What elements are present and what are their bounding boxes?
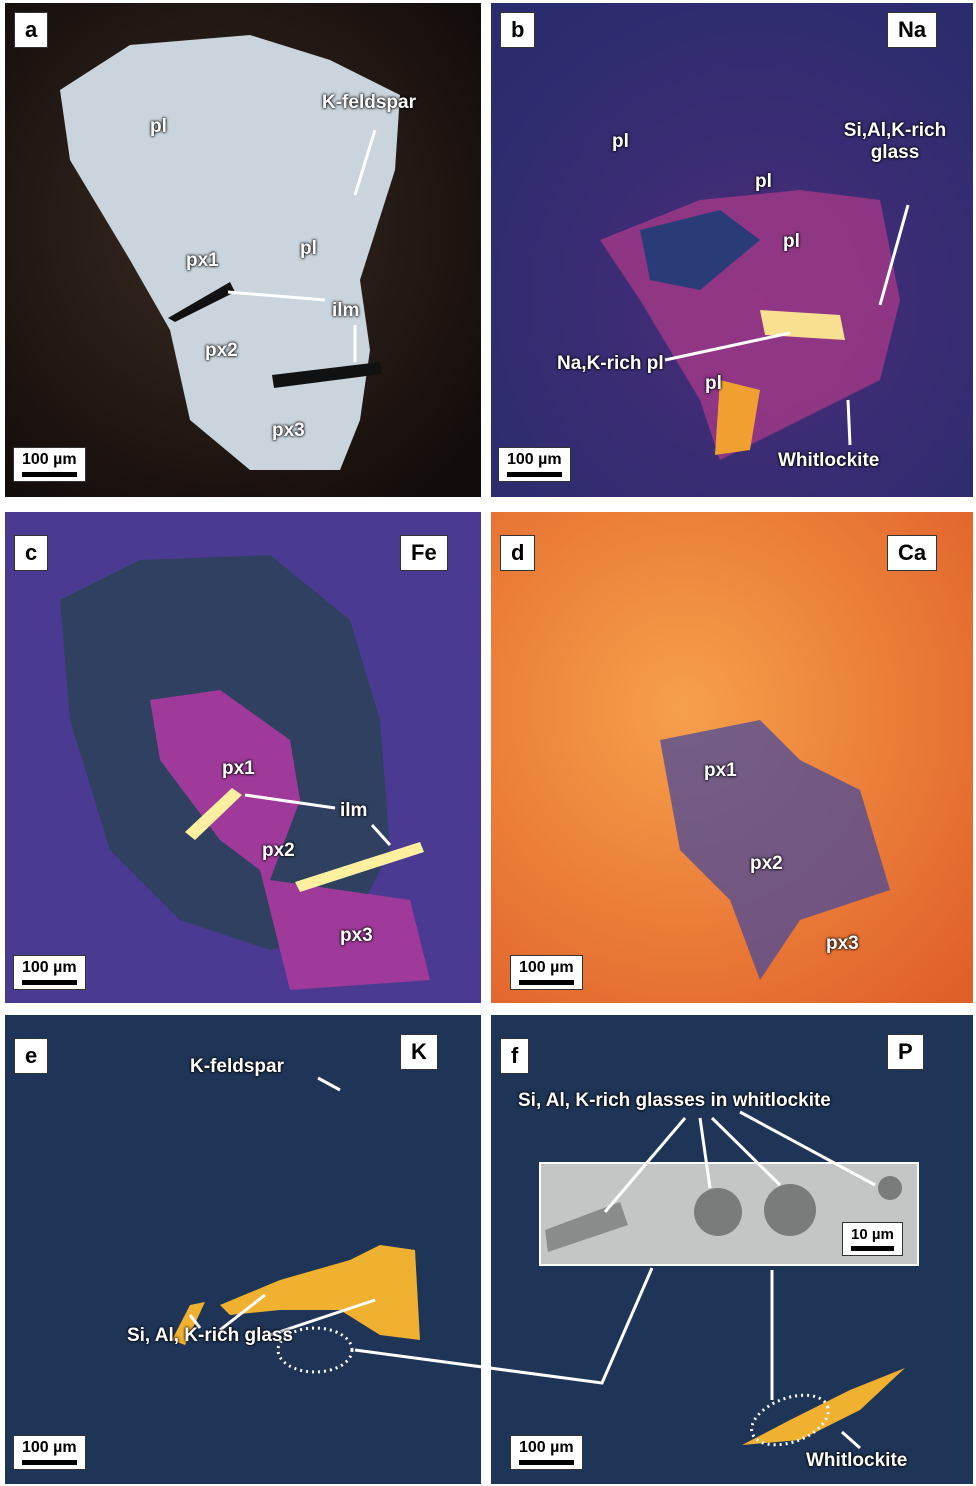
pyroxene [150,690,430,990]
label: K-feldspar [322,92,416,113]
scale-bar: 100 µm [510,1435,583,1470]
arrow [227,290,326,302]
element-label: Ca [887,535,938,571]
label: px1 [704,760,737,781]
panel-letter: d [500,535,536,571]
label: pl [150,116,167,137]
k-rich-glass [220,1245,420,1340]
panel-letter: b [500,12,536,48]
arrow [846,399,852,446]
label: Si, Al, K-rich glass [126,1325,294,1346]
label: Na,K-rich pl [557,353,664,374]
ilmenite [168,282,235,322]
label: px1 [222,758,255,779]
low-ca-zone [660,720,890,980]
element-label: Fe [400,535,448,571]
highlight-ellipse [750,1393,830,1447]
element-label: P [887,1034,924,1070]
label: px2 [262,840,295,861]
scale-bar: 100 µm [13,1435,86,1470]
scale-bar: 100 µm [13,447,86,482]
label: px2 [205,340,238,361]
arrow [354,1267,654,1385]
ilmenite [272,362,382,388]
ilmenite [185,788,242,840]
arrow [603,1117,687,1213]
label: Whitlockite [806,1450,908,1471]
arrow [188,1314,202,1329]
whitlockite [742,1368,905,1445]
dark-zone [640,210,760,290]
panel-letter: c [14,535,49,571]
label: pl [705,373,722,394]
na-rich [715,380,760,455]
scale-bar: 100 µm [498,447,571,482]
plagioclase-crystal [60,35,400,470]
arrow [878,204,910,306]
k-rich-glass [172,1302,205,1345]
arrow [841,1430,861,1450]
scale-bar: 100 µm [510,955,583,990]
glass-inclusion [694,1188,742,1236]
glass-inclusion [764,1184,816,1236]
na-rich [760,310,845,340]
arrow [710,1116,782,1187]
scale-bar: 100 µm [13,955,86,990]
label: K-feldspar [190,1056,284,1077]
label: pl [755,171,772,192]
label: ilm [340,800,368,821]
label: ilm [332,300,360,321]
label: px3 [826,933,859,954]
glass-inclusion [878,1176,902,1200]
label: px2 [750,853,783,874]
label: Si,Al,K-rich glass [843,120,947,163]
label: px3 [340,925,373,946]
arrow [269,1298,376,1337]
arrow [370,823,392,847]
arrow [664,331,791,362]
highlight-ellipse [276,1326,354,1374]
label: Si, Al, K-rich glasses in whitlockite [518,1090,831,1111]
panel-letter: a [14,12,49,48]
arrow [317,1076,341,1092]
arrows [188,129,910,1450]
label: pl [783,231,800,252]
arrow [219,1293,266,1332]
element-label: Na [887,12,938,48]
panel-letter: e [14,1038,49,1074]
label: Whitlockite [778,450,880,471]
label: pl [300,238,317,259]
inset-scale-bar: 10 µm [842,1222,903,1256]
label: pl [612,131,629,152]
arrow [739,1110,876,1187]
ilmenite [295,842,424,892]
panel-letter: f [500,1038,530,1074]
label: px3 [272,420,305,441]
label: px1 [186,250,219,271]
arrow [698,1117,712,1189]
arrow [244,793,336,810]
glass-inclusion [545,1202,628,1252]
arrow [353,129,377,196]
element-label: K [400,1034,438,1070]
